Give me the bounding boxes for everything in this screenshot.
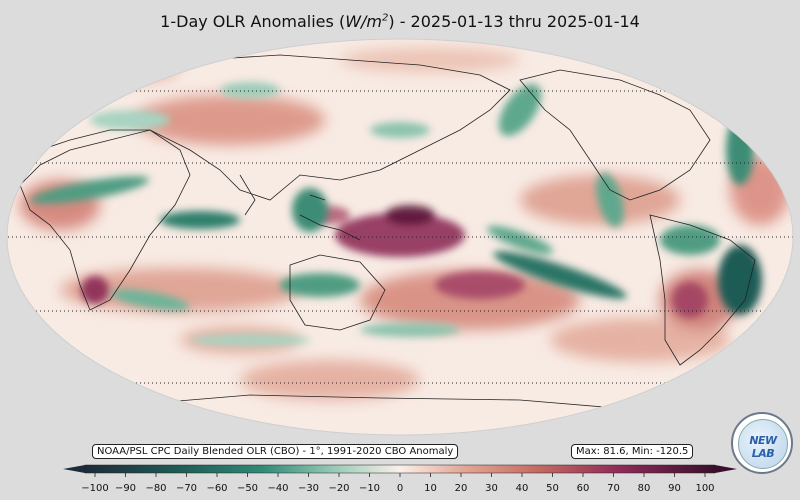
logo-text: NEW LAB [739,434,787,460]
colorbar-tick-label: −60 [206,483,227,494]
colorbar-tick-label: 90 [668,483,681,494]
colorbar-tick-label: −80 [145,483,166,494]
colorbar-tick-label: −100 [81,483,108,494]
colorbar-tick-label: 10 [424,483,437,494]
colorbar-tick-label: 70 [607,483,620,494]
colorbar-tick-label: 80 [638,483,651,494]
colorbar-tick-label: 20 [455,483,468,494]
lab-logo: NEW LAB [731,412,793,474]
colorbar-max-extension [715,465,737,473]
colorbar-scale [85,465,715,473]
colorbar-tick-label: 0 [397,483,403,494]
colorbar-tick-label: −10 [359,483,380,494]
colorbar-tick-label: −40 [267,483,288,494]
colorbar-tick-label: 40 [516,483,529,494]
colorbar-tick-label: 50 [546,483,559,494]
colorbar-tick-label: 30 [485,483,498,494]
colorbar-tick-label: −90 [115,483,136,494]
colorbar-tick-label: −70 [176,483,197,494]
colorbar-tick-label: 100 [695,483,714,494]
colorbar-tick-label: −50 [237,483,258,494]
colorbar-tick-label: −20 [328,483,349,494]
colorbar-tick-label: −30 [298,483,319,494]
colorbar-min-extension [63,465,85,473]
colorbar-tick-label: 60 [577,483,590,494]
